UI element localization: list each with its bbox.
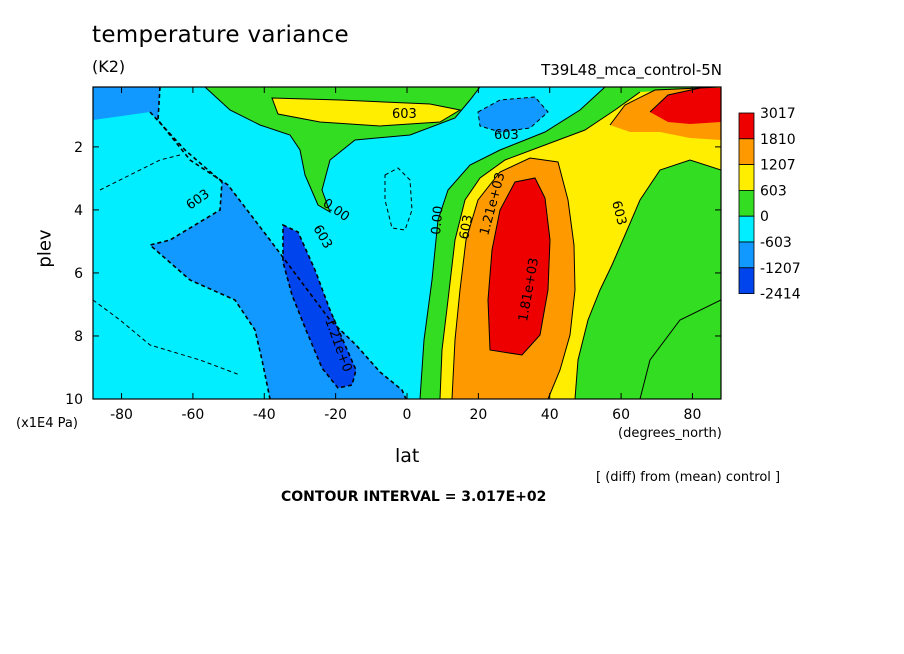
legend-swatch (738, 241, 755, 269)
legend-label: 3017 (760, 106, 796, 122)
field-red (488, 178, 550, 355)
contour-line (609, 87, 721, 126)
x-tick-label: 20 (469, 407, 487, 423)
run-label: T39L48_mca_control-5N (541, 61, 722, 79)
y-tick-label: 6 (74, 266, 83, 282)
contour-line (271, 97, 462, 127)
contour-label: 603 (457, 214, 476, 241)
x-tick-label: -80 (110, 407, 133, 423)
contour-line (439, 91, 641, 399)
y-tick-label: 4 (74, 203, 83, 219)
legend: 3017 1810 1207 603 0 -603 -1207 -2414 (738, 106, 801, 303)
legend-swatch (738, 112, 755, 140)
x-axis-label: lat (395, 445, 420, 467)
legend-label: 603 (760, 183, 787, 199)
legend-label: 1207 (760, 158, 796, 174)
field-yellow-top (272, 98, 460, 126)
legend-label: 0 (760, 209, 769, 225)
legend-label: -1207 (760, 261, 801, 277)
chart-title: temperature variance (92, 22, 349, 48)
contour-line (487, 177, 551, 356)
axes: -80 -60 -40 -20 0 20 40 60 80 2 4 6 8 10 (65, 87, 721, 423)
contour-interval: CONTOUR INTERVAL = 3.017E+02 (281, 489, 547, 505)
field-red-top (650, 88, 721, 124)
filled-contours (93, 87, 721, 399)
contour-line (148, 111, 271, 399)
contour-label: 0.00 (429, 205, 446, 235)
contour-line (93, 299, 241, 376)
contour-line (477, 96, 549, 133)
legend-swatch (738, 189, 755, 217)
field-lightblue-top (478, 97, 548, 132)
x-tick-label: -60 (181, 407, 204, 423)
contour-label: 603 (494, 128, 519, 143)
legend-swatch (738, 267, 755, 294)
x-tick-label: 40 (541, 407, 559, 423)
x-tick-label: -40 (253, 407, 276, 423)
contour-label: 603 (392, 107, 417, 122)
contour-line (99, 154, 181, 191)
contour-line (384, 167, 413, 231)
legend-swatch (738, 164, 755, 191)
legend-label: -603 (760, 235, 792, 251)
contour-line (574, 159, 721, 399)
x-tick-label: -20 (324, 407, 347, 423)
legend-swatch (738, 215, 755, 243)
contour-line (639, 299, 721, 399)
x-axis-units: (degrees_north) (618, 426, 722, 441)
field-cyan-tongue (93, 112, 270, 399)
contour-line (451, 157, 576, 399)
contour-line (204, 87, 481, 214)
legend-swatch (738, 138, 755, 166)
diff-note: [ (diff) from (mean) control ] (596, 470, 781, 485)
y-tick-label: 2 (74, 140, 83, 156)
contour-line (649, 87, 701, 113)
contour-line (282, 223, 357, 389)
legend-label: 1810 (760, 132, 796, 148)
contour-line (157, 87, 407, 399)
x-tick-label: 60 (612, 407, 630, 423)
x-tick-label: 0 (403, 407, 412, 423)
y-tick-label: 8 (74, 329, 83, 345)
y-tick-label: 10 (65, 392, 83, 408)
legend-label: -2414 (760, 287, 801, 303)
x-tick-label: 80 (684, 407, 702, 423)
chart-units: (K2) (92, 57, 126, 76)
contour-label: 603 (608, 199, 629, 227)
y-axis-units: (x1E4 Pa) (16, 416, 78, 431)
contour-lines (93, 87, 721, 399)
contour-line (419, 87, 606, 399)
